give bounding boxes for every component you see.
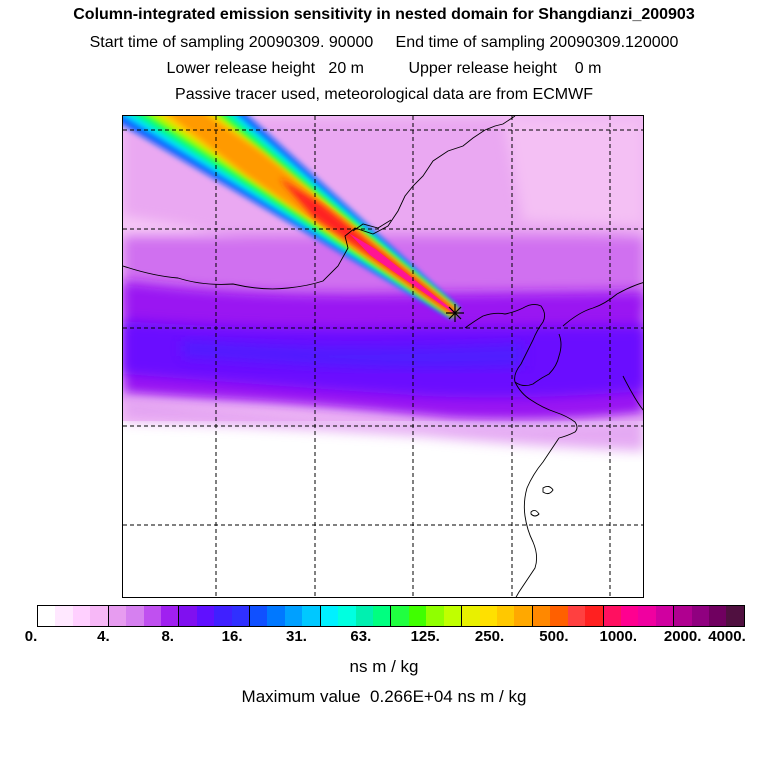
colorbar-swatch [55, 606, 73, 626]
colorbar-tick-label: 4000. [708, 628, 746, 645]
colorbar-swatch [550, 606, 568, 626]
colorbar [37, 605, 745, 627]
borders-coastlines [123, 116, 643, 597]
colorbar-swatch [107, 606, 127, 626]
release-height-line: Lower release height 20 m Upper release … [166, 60, 602, 77]
colorbar-tick-label: 1000. [599, 628, 638, 645]
colorbar-units: ns m / kg [349, 657, 419, 676]
coastline-shandong [514, 381, 578, 439]
colorbar-swatch [443, 606, 462, 626]
colorbar-swatch [196, 606, 215, 626]
coastline-korea-south [622, 375, 643, 411]
colorbar-swatch [338, 606, 356, 626]
colorbar-swatch [620, 606, 639, 626]
lat-lon-grid [123, 116, 643, 597]
colorbar-tick-label: 250. [474, 628, 505, 645]
tracer-info-line: Passive tracer used, meteorological data… [175, 86, 593, 103]
island-small-2 [530, 509, 540, 517]
emission-sensitivity-map [122, 115, 644, 598]
colorbar-tick-label: 63. [350, 628, 372, 645]
colorbar-swatch [673, 606, 692, 626]
field-lower-fringe [123, 396, 643, 451]
sampling-time-line: Start time of sampling 20090309. 90000 E… [89, 34, 679, 51]
colorbar-swatch [496, 606, 515, 626]
maximum-value-label: Maximum value 0.266E+04 ns m / kg [241, 687, 527, 706]
colorbar-swatch [178, 606, 197, 626]
colorbar-tick-label: 500. [539, 628, 569, 645]
colorbar-swatch [709, 606, 727, 626]
colorbar-tick-label: 8. [161, 628, 174, 645]
colorbar-swatch [319, 606, 339, 626]
colorbar-swatch [160, 606, 179, 626]
colorbar-swatch [90, 606, 108, 626]
colorbar-swatch [531, 606, 551, 626]
colorbar-swatch [479, 606, 497, 626]
colorbar-swatch [514, 606, 532, 626]
colorbar-swatch [461, 606, 480, 626]
colorbar-swatch [373, 606, 391, 626]
coastline-east [515, 437, 560, 597]
colorbar-tick-label: 4. [97, 628, 110, 645]
colorbar-swatch [655, 606, 674, 626]
colorbar-swatch [390, 606, 409, 626]
plume-core [349, 233, 456, 314]
coastline-korea [562, 282, 643, 327]
plume [123, 116, 459, 318]
colorbar-swatch [38, 606, 56, 626]
colorbar-swatch [408, 606, 427, 626]
colorbar-tick-labels: 0. 4. 8. 16. 31. 63. 125. 250. 500. 1000. 2000. 400… [0, 628, 768, 652]
colorbar-swatch [302, 606, 320, 626]
colorbar-swatch [691, 606, 710, 626]
colorbar-swatch [284, 606, 303, 626]
colorbar-swatch [426, 606, 444, 626]
colorbar-swatch [143, 606, 161, 626]
colorbar-swatch [726, 606, 744, 626]
national-border [123, 116, 516, 290]
colorbar-swatch [126, 606, 144, 626]
colorbar-swatch [214, 606, 232, 626]
national-border-segment [352, 219, 392, 232]
field-upper-right-light [503, 116, 643, 226]
colorbar-swatch [72, 606, 91, 626]
colorbar-tick-label: 31. [286, 628, 307, 645]
colorbar-tick-label: 2000. [663, 628, 702, 645]
colorbar-swatch [567, 606, 586, 626]
coastline-bohai [464, 303, 562, 387]
colorbar-tick-label: 16. [221, 628, 243, 645]
colorbar-swatch [267, 606, 285, 626]
plot-title: Column-integrated emission sensitivity i… [73, 6, 695, 23]
island-small [542, 485, 554, 495]
colorbar-swatch [638, 606, 656, 626]
colorbar-tick-label: 125. [410, 628, 440, 645]
colorbar-swatch [231, 606, 250, 626]
colorbar-swatch [355, 606, 374, 626]
colorbar-tick-label: 0. [24, 628, 38, 645]
field-blue-band [183, 341, 523, 369]
colorbar-swatch [585, 606, 603, 626]
colorbar-swatch [602, 606, 621, 626]
sensitivity-field [123, 116, 643, 597]
colorbar-swatch [249, 606, 268, 626]
release-site-marker-icon [446, 304, 464, 322]
